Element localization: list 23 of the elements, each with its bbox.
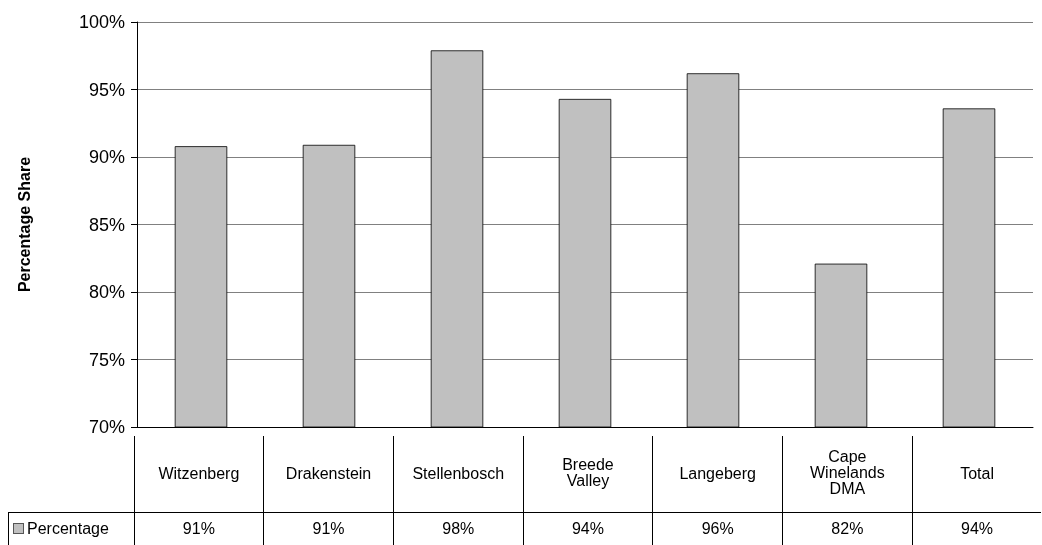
y-axis-title: Percentage Share <box>15 156 33 293</box>
y-tick-label: 100% <box>78 12 125 32</box>
x-tick-label: Total <box>960 464 994 482</box>
x-tick-label: Stellenbosch <box>412 464 505 482</box>
y-tick-label: 80% <box>88 282 125 302</box>
y-tick-label: 75% <box>88 349 125 370</box>
y-tick-label: 70% <box>88 417 125 437</box>
y-tick-label: 95% <box>88 79 125 100</box>
data-label: 91% <box>134 512 264 545</box>
x-tick-label: Breede Valley <box>562 456 614 490</box>
data-label: 98% <box>393 512 524 545</box>
data-label: 96% <box>652 512 783 545</box>
x-tick-label: Langeberg <box>679 464 756 482</box>
x-tick-label: Cape Winelands DMA <box>810 448 885 498</box>
y-tick-label: 90% <box>88 147 125 167</box>
data-label: 91% <box>263 512 394 545</box>
x-tick-label: Drakenstein <box>285 464 372 482</box>
data-label: 82% <box>782 512 913 545</box>
y-tick-label: 85% <box>88 214 125 235</box>
legend-label: Percentage <box>8 512 134 545</box>
data-label: 94% <box>912 512 1042 545</box>
data-label: 94% <box>523 512 653 545</box>
x-tick-label: Witzenberg <box>158 464 240 482</box>
